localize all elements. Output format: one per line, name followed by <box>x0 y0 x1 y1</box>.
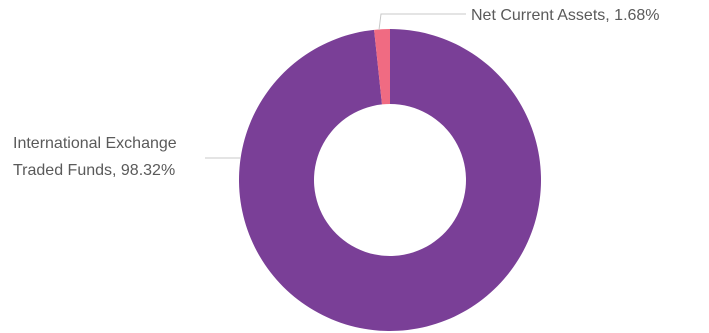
donut-slices <box>239 29 542 331</box>
data-label-international-etf-line-1: International Exchange <box>13 135 177 152</box>
slice-net-current-assets <box>374 29 390 105</box>
leader-line-net-current-assets <box>378 13 466 31</box>
data-label-international-etf: International Exchange Traded Funds, 98.… <box>13 135 181 179</box>
slice-international-exchange-traded-funds <box>239 29 542 331</box>
data-label-net-current-assets: Net Current Assets, 1.68% <box>471 7 660 24</box>
data-label-international-etf-line-2: Traded Funds, 98.32% <box>13 162 175 179</box>
